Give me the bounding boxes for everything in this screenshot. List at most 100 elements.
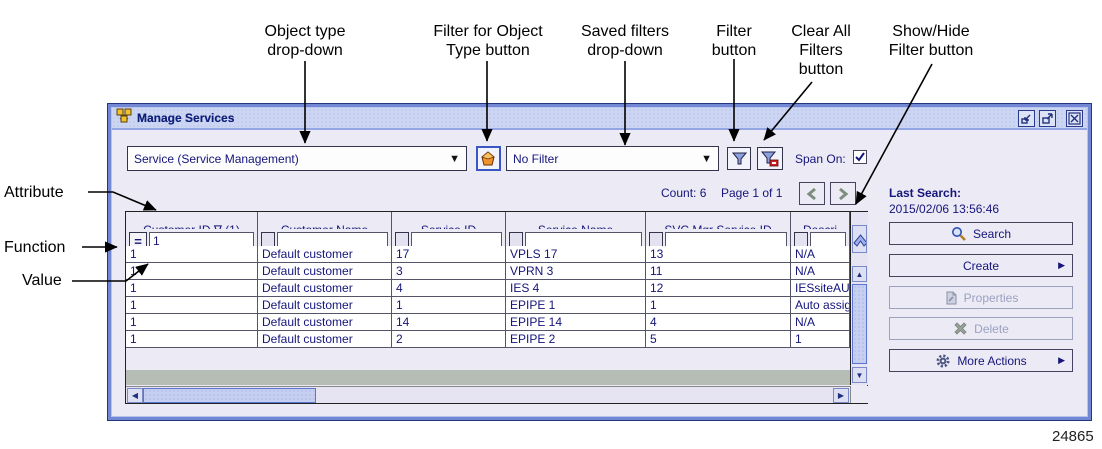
scroll-up-button[interactable]: ▲ [852,266,867,282]
object-type-value: Service (Service Management) [134,151,299,166]
close-window-button[interactable] [1066,109,1083,127]
table-cell[interactable]: 1 [126,314,258,331]
table-cell[interactable]: Default customer [258,246,392,263]
table-cell[interactable]: 2 [392,331,506,348]
callout-filter-for-object-type-button: Filter for Object Type button [433,23,543,59]
table-cell[interactable]: 14 [392,314,506,331]
create-button[interactable]: Create ▶ [889,254,1073,277]
table-cell[interactable]: 1 [126,263,258,280]
table-cell[interactable]: 1 [126,297,258,314]
table-cell[interactable]: VPLS 17 [506,246,646,263]
table-cell[interactable]: N/A [791,263,850,280]
table-cell[interactable]: 1 [126,331,258,348]
delete-button[interactable]: Delete [889,317,1073,340]
maximize-window-button[interactable] [1039,109,1056,127]
table-cell[interactable]: Default customer [258,280,392,297]
vertical-scroll-thumb[interactable] [852,284,867,364]
filter-value-input[interactable] [665,232,787,250]
table-cell[interactable]: 1 [646,297,791,314]
search-button[interactable]: Search [889,222,1073,245]
window-title: Manage Services [137,111,235,125]
filter-value-input[interactable] [810,232,846,250]
table-cell[interactable]: 13 [646,246,791,263]
table-cell[interactable]: IES 4 [506,280,646,297]
vertical-scrollbar: ▲ ▼ [850,212,868,385]
create-button-label: Create [962,258,1000,273]
submenu-arrow-icon: ▶ [1058,355,1065,365]
show-hide-filter-button[interactable] [852,225,867,253]
saved-filters-dropdown[interactable]: No Filter ▼ [506,146,719,171]
properties-icon [946,291,957,304]
table-cell[interactable]: Default customer [258,314,392,331]
span-on-label: Span On: [795,152,846,166]
table-cell[interactable]: 1 [126,246,258,263]
filter-for-object-type-button[interactable] [476,146,501,171]
filter-value-input[interactable] [277,232,388,250]
table-cell[interactable]: N/A [791,314,850,331]
delete-button-label: Delete [974,321,1009,336]
more-actions-button-label: More Actions [957,353,1027,368]
table-empty-area [126,370,850,385]
figure-number: 24865 [1052,428,1094,445]
submenu-arrow-icon: ▶ [1058,260,1065,270]
table-cell[interactable]: N/A [791,246,850,263]
table-cell[interactable]: Default customer [258,331,392,348]
count-label: Count: 6 [661,186,707,200]
chevron-down-icon: ▼ [701,152,712,165]
span-on-checkbox[interactable] [853,150,867,164]
triangle-right-icon: ▶ [837,391,845,400]
table-cell[interactable]: 1 [126,280,258,297]
table-cell[interactable]: IESsiteAU [791,280,850,297]
next-page-button[interactable] [830,182,856,205]
table-cell[interactable]: 11 [646,263,791,280]
table-cell[interactable]: Auto assign [791,297,850,314]
filter-cell-svc-mgr-service-id [646,229,791,254]
table-cell[interactable]: 4 [646,314,791,331]
maximize-icon [1042,112,1053,124]
window-titlebar[interactable]: Manage Services [112,108,1087,130]
callout-function: Function [4,239,66,256]
triangle-up-icon: ▲ [855,269,864,279]
table-cell[interactable]: 1 [791,331,850,348]
table-cell[interactable]: 5 [646,331,791,348]
properties-button-label: Properties [963,290,1019,305]
scroll-down-button[interactable]: ▼ [852,367,867,383]
table-cell[interactable]: Default customer [258,297,392,314]
clear-all-filters-button[interactable] [757,147,783,170]
properties-button[interactable]: Properties [889,286,1073,309]
callout-clear-all-filters-button: Clear All Filters button [791,23,851,78]
table-cell[interactable]: Default customer [258,263,392,280]
triangle-down-icon: ▼ [855,370,864,380]
table-cell[interactable]: 17 [392,246,506,263]
table-cell[interactable]: 12 [646,280,791,297]
filter-funnel-icon [731,152,747,164]
previous-page-button[interactable] [799,182,825,205]
table-cell[interactable]: VPRN 3 [506,263,646,280]
triangle-left-icon: ◀ [131,391,139,400]
horizontal-scrollbar: ◀ ▶ [126,386,850,403]
callout-attribute: Attribute [4,184,64,201]
table-cell[interactable]: 1 [392,297,506,314]
filter-button[interactable] [727,147,751,170]
close-icon [1068,111,1081,125]
table-cell[interactable]: 3 [392,263,506,280]
chevron-down-icon: ▼ [449,152,460,165]
horizontal-scroll-thumb[interactable] [143,388,316,403]
more-actions-button[interactable]: More Actions ▶ [889,349,1073,372]
table-cell[interactable]: EPIPE 2 [506,331,646,348]
chevron-right-icon [839,187,849,200]
object-type-dropdown[interactable]: Service (Service Management) ▼ [127,146,467,171]
page-label: Page 1 of 1 [721,186,783,200]
scroll-left-button[interactable]: ◀ [127,388,143,403]
filter-value-input[interactable] [525,232,642,250]
table-cell[interactable]: 4 [392,280,506,297]
scroll-right-button[interactable]: ▶ [833,388,849,403]
filter-value-input[interactable] [411,232,502,250]
chevron-up-icon [853,234,866,247]
filter-value-input[interactable] [149,232,254,250]
table-cell[interactable]: EPIPE 14 [506,314,646,331]
detach-window-button[interactable] [1018,109,1035,127]
table-cell[interactable]: EPIPE 1 [506,297,646,314]
detach-icon [1021,114,1031,124]
